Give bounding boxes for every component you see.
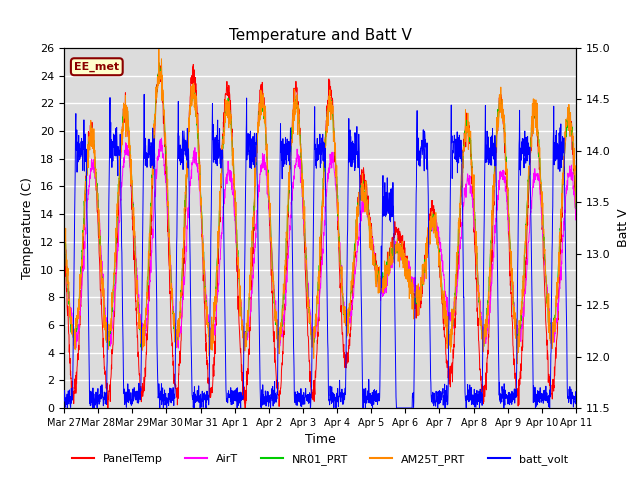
Title: Temperature and Batt V: Temperature and Batt V [228,28,412,43]
X-axis label: Time: Time [305,433,335,446]
Text: EE_met: EE_met [74,61,120,72]
Y-axis label: Temperature (C): Temperature (C) [22,177,35,279]
Legend: PanelTemp, AirT, NR01_PRT, AM25T_PRT, batt_volt: PanelTemp, AirT, NR01_PRT, AM25T_PRT, ba… [68,450,572,469]
Y-axis label: Batt V: Batt V [617,209,630,247]
